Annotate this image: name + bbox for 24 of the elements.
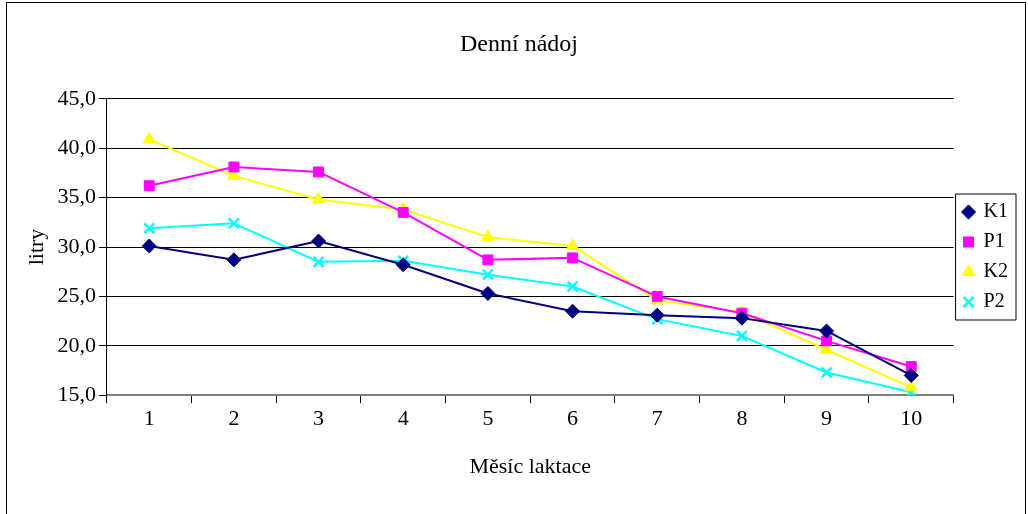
legend-label: K1 (983, 199, 1009, 222)
legend-label: P1 (983, 229, 1005, 252)
y-tick-label: 30,0 (57, 232, 96, 258)
x-tick-label: 4 (397, 405, 409, 431)
x-axis-title: Měsíc laktace (469, 452, 592, 478)
y-tick-label: 45,0 (57, 84, 96, 110)
legend-label: P2 (983, 289, 1005, 312)
y-tick-label: 25,0 (57, 282, 96, 308)
x-tick-label: 10 (900, 405, 923, 431)
x-tick-label: 8 (736, 405, 748, 431)
x-tick-label: 9 (821, 405, 833, 431)
x-tick-label: 1 (143, 405, 155, 431)
y-tick-label: 20,0 (57, 331, 96, 357)
x-tick-label: 6 (567, 405, 579, 431)
x-tick-label: 2 (228, 405, 240, 431)
x-tick-label: 5 (482, 405, 494, 431)
y-axis-title: litry (22, 228, 48, 266)
y-tick-label: 15,0 (57, 380, 96, 406)
y-tick-label: 40,0 (57, 133, 96, 159)
chart-title: Denní nádoj (460, 29, 578, 56)
x-tick-label: 7 (651, 405, 663, 431)
x-tick-label: 3 (313, 405, 325, 431)
y-tick-label: 35,0 (57, 183, 96, 209)
legend-label: K2 (983, 259, 1009, 282)
